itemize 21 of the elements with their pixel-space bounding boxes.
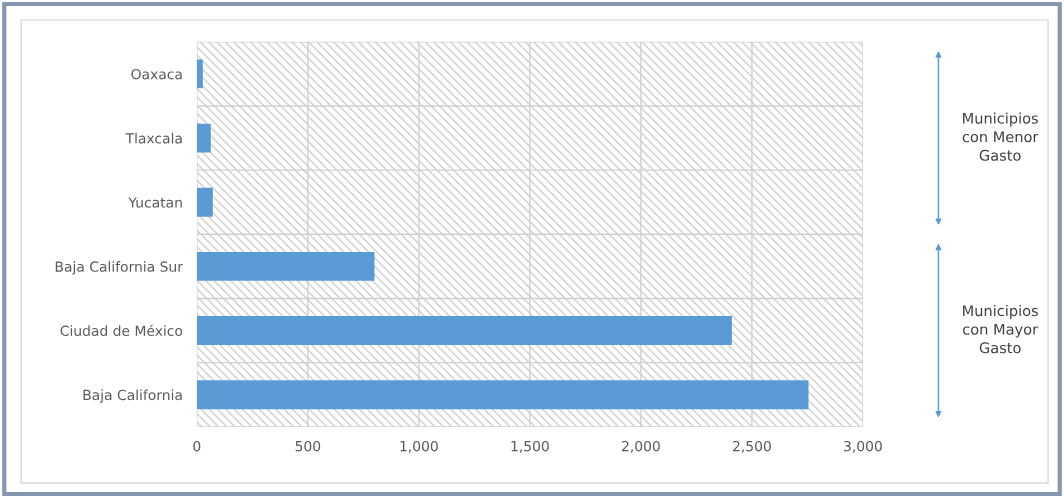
bar (196, 187, 213, 217)
bar (196, 123, 211, 153)
x-tick-label: 1,000 (400, 440, 438, 453)
x-tick-label: 2,000 (622, 440, 660, 453)
y-tick-label: Baja California (83, 389, 182, 403)
x-tick-label: 3,000 (844, 440, 882, 453)
y-tick-label: Tlaxcala (125, 132, 182, 144)
y-tick-label: Ciudad de México (60, 324, 183, 337)
x-tick-label: 0 (193, 440, 201, 452)
text: Municipios con Menor Gasto (962, 112, 1039, 161)
bar (196, 59, 203, 89)
bar (196, 316, 732, 345)
y-tick-label: Baja California Sur (55, 261, 183, 275)
x-tick-label: 2,500 (733, 440, 771, 453)
y-tick-label: Yucatan (128, 197, 182, 208)
bar (196, 380, 809, 410)
bar (196, 251, 375, 281)
y-tick-label: Oaxaca (131, 68, 182, 80)
text: Municipios con Mayor Gasto (963, 304, 1039, 354)
x-tick-label: 1,500 (511, 440, 549, 453)
x-tick-label: 500 (295, 440, 321, 452)
